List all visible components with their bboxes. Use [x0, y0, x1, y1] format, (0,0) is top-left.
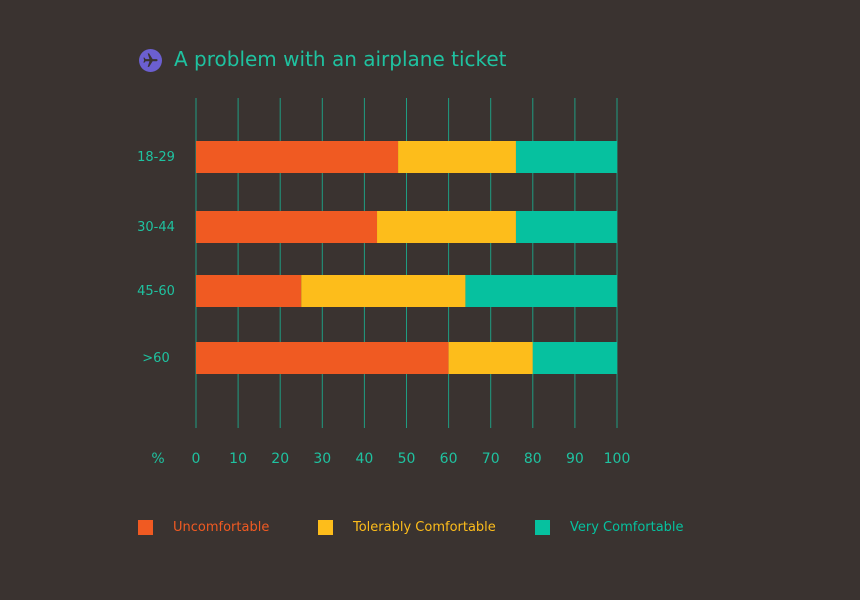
- x-tick-label: 60: [440, 451, 458, 467]
- bar-tolerably-comfortable: [448, 342, 533, 374]
- category-label: 30-44: [137, 220, 175, 235]
- x-tick-label: 80: [524, 451, 542, 467]
- bar-very-comfortable: [515, 141, 617, 173]
- legend-label: Uncomfortable: [173, 519, 270, 535]
- x-tick-label: 40: [355, 451, 373, 467]
- bar-tolerably-comfortable: [377, 211, 516, 243]
- legend-label: Very Comfortable: [570, 519, 684, 535]
- bar-tolerably-comfortable: [398, 141, 516, 173]
- bar-uncomfortable: [196, 342, 449, 374]
- bar-very-comfortable: [465, 275, 617, 307]
- legend-swatch: [535, 519, 550, 535]
- legend-swatch: [138, 519, 153, 535]
- airplane-icon: [139, 49, 162, 72]
- x-tick-label: 100: [604, 451, 631, 467]
- x-tick-label: 70: [482, 451, 500, 467]
- category-label: 18-29: [137, 150, 175, 165]
- x-tick-label: 50: [398, 451, 416, 467]
- x-tick-label: 20: [271, 451, 289, 467]
- category-label: >60: [142, 351, 169, 366]
- bar-uncomfortable: [196, 211, 378, 243]
- legend-swatch: [318, 519, 333, 535]
- x-tick-label: 0: [192, 451, 201, 467]
- x-tick-label: 10: [229, 451, 247, 467]
- chart-title: A problem with an airplane ticket: [174, 47, 507, 71]
- legend-label: Tolerably Comfortable: [353, 519, 496, 535]
- x-tick-label: 30: [313, 451, 331, 467]
- bar-very-comfortable: [515, 211, 617, 243]
- legend-item: Very Comfortable: [535, 518, 684, 536]
- x-tick-label: 90: [566, 451, 584, 467]
- category-label: 45-60: [137, 284, 175, 299]
- bar-uncomfortable: [196, 275, 302, 307]
- legend-item: Uncomfortable: [138, 518, 269, 536]
- bar-tolerably-comfortable: [301, 275, 466, 307]
- legend-item: Tolerably Comfortable: [318, 518, 496, 536]
- bar-uncomfortable: [196, 141, 399, 173]
- x-axis-label: %: [151, 451, 164, 467]
- bar-very-comfortable: [532, 342, 617, 374]
